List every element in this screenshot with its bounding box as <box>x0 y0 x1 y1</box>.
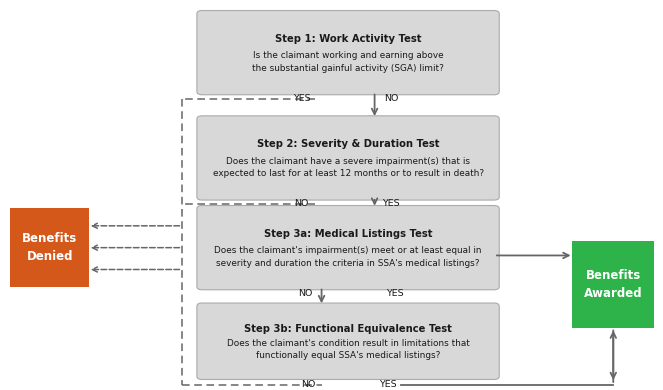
Text: YES: YES <box>386 289 403 298</box>
Text: NO: NO <box>298 289 312 298</box>
FancyBboxPatch shape <box>197 303 499 379</box>
Text: YES: YES <box>379 380 396 390</box>
FancyBboxPatch shape <box>10 208 89 287</box>
Text: Is the claimant working and earning above
the substantial gainful activity (SGA): Is the claimant working and earning abov… <box>252 51 444 73</box>
FancyBboxPatch shape <box>197 11 499 95</box>
Text: NO: NO <box>384 94 398 103</box>
Text: Does the claimant have a severe impairment(s) that is
expected to last for at le: Does the claimant have a severe impairme… <box>213 157 483 178</box>
Text: NO: NO <box>301 380 316 390</box>
Text: Step 3b: Functional Equivalence Test: Step 3b: Functional Equivalence Test <box>244 324 452 333</box>
FancyBboxPatch shape <box>197 206 499 290</box>
FancyBboxPatch shape <box>197 116 499 200</box>
Text: Does the claimant's condition result in limitations that
functionally equal SSA': Does the claimant's condition result in … <box>227 339 469 360</box>
Text: Benefits
Denied: Benefits Denied <box>22 232 78 263</box>
Text: YES: YES <box>293 94 310 103</box>
FancyBboxPatch shape <box>572 241 654 328</box>
Text: Step 3a: Medical Listings Test: Step 3a: Medical Listings Test <box>264 229 432 239</box>
Text: Step 2: Severity & Duration Test: Step 2: Severity & Duration Test <box>257 139 440 149</box>
Text: NO: NO <box>294 199 309 209</box>
Text: Does the claimant's impairment(s) meet or at least equal in
severity and duratio: Does the claimant's impairment(s) meet o… <box>214 246 482 268</box>
Text: Benefits
Awarded: Benefits Awarded <box>584 269 642 300</box>
Text: YES: YES <box>383 199 400 209</box>
Text: Step 1: Work Activity Test: Step 1: Work Activity Test <box>275 34 421 44</box>
